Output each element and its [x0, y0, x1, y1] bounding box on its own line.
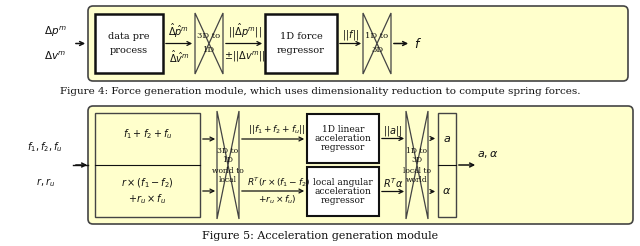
Text: $||f_1 + f_2 + f_u||$: $||f_1 + f_2 + f_u||$ — [248, 123, 306, 137]
FancyBboxPatch shape — [95, 113, 200, 217]
Text: Figure 4: Force generation module, which uses dimensionality reduction to comput: Figure 4: Force generation module, which… — [60, 88, 580, 96]
FancyBboxPatch shape — [307, 167, 379, 216]
Text: $||\hat{\Delta}p^m||$: $||\hat{\Delta}p^m||$ — [228, 21, 262, 40]
Text: $f_1, f_2, f_u$: $f_1, f_2, f_u$ — [28, 140, 63, 154]
Polygon shape — [209, 13, 223, 74]
FancyBboxPatch shape — [265, 14, 337, 73]
Text: $a$: $a$ — [443, 134, 451, 143]
Polygon shape — [217, 111, 228, 219]
Text: $f$: $f$ — [414, 36, 422, 50]
Text: $a, \alpha$: $a, \alpha$ — [477, 150, 499, 160]
Text: local angular: local angular — [313, 178, 373, 187]
Text: $+r_u \times f_u$: $+r_u \times f_u$ — [129, 192, 166, 206]
Text: $\hat{\Delta}\hat{v}^m$: $\hat{\Delta}\hat{v}^m$ — [169, 48, 189, 65]
Text: regressor: regressor — [277, 46, 325, 55]
FancyBboxPatch shape — [95, 14, 163, 73]
Text: local to: local to — [403, 167, 431, 175]
Text: 1D to: 1D to — [406, 147, 428, 155]
Text: 1D force: 1D force — [280, 32, 323, 41]
Text: $R^T(r \times (f_1 - f_2)$: $R^T(r \times (f_1 - f_2)$ — [247, 175, 311, 189]
Text: 1D to: 1D to — [365, 32, 388, 41]
Text: $\Delta v^m$: $\Delta v^m$ — [44, 49, 66, 62]
Text: world to: world to — [212, 167, 244, 175]
Text: local: local — [219, 176, 237, 184]
Polygon shape — [406, 111, 417, 219]
Text: 3D: 3D — [371, 46, 383, 55]
Text: $\alpha$: $\alpha$ — [442, 186, 452, 197]
Text: acceleration: acceleration — [315, 134, 371, 143]
Polygon shape — [228, 111, 239, 219]
Polygon shape — [195, 13, 209, 74]
Text: $||a||$: $||a||$ — [383, 123, 403, 138]
Text: regressor: regressor — [321, 196, 365, 205]
Text: $\Delta p^m$: $\Delta p^m$ — [44, 24, 67, 39]
Polygon shape — [377, 13, 391, 74]
Text: $r \times (f_1 - f_2)$: $r \times (f_1 - f_2)$ — [121, 176, 174, 190]
Text: regressor: regressor — [321, 143, 365, 152]
Text: $r, r_u$: $r, r_u$ — [35, 177, 54, 189]
FancyBboxPatch shape — [88, 6, 628, 81]
Text: $\pm||\Delta v^m||$: $\pm||\Delta v^m||$ — [224, 49, 266, 64]
Text: Figure 5: Acceleration generation module: Figure 5: Acceleration generation module — [202, 231, 438, 241]
Text: $\hat{\Delta}\hat{p}^m$: $\hat{\Delta}\hat{p}^m$ — [168, 21, 189, 40]
Text: $+r_u \times f_u)$: $+r_u \times f_u)$ — [258, 194, 296, 206]
FancyBboxPatch shape — [307, 114, 379, 163]
Text: 1D: 1D — [223, 156, 234, 164]
Text: $f_1 + f_2 + f_u$: $f_1 + f_2 + f_u$ — [123, 127, 172, 141]
Text: $R^T\alpha$: $R^T\alpha$ — [383, 177, 403, 190]
Text: $||f||$: $||f||$ — [342, 29, 360, 43]
Text: 1D linear: 1D linear — [322, 125, 364, 134]
Text: 3D to: 3D to — [218, 147, 239, 155]
Polygon shape — [363, 13, 377, 74]
FancyBboxPatch shape — [438, 113, 456, 217]
Polygon shape — [417, 111, 428, 219]
Text: 3D: 3D — [412, 156, 422, 164]
Text: data pre: data pre — [108, 32, 150, 41]
FancyBboxPatch shape — [88, 106, 633, 224]
Text: 1D: 1D — [203, 46, 215, 55]
Text: 3D to: 3D to — [197, 32, 221, 41]
Text: world: world — [406, 176, 428, 184]
Text: process: process — [110, 46, 148, 55]
Text: acceleration: acceleration — [315, 187, 371, 196]
